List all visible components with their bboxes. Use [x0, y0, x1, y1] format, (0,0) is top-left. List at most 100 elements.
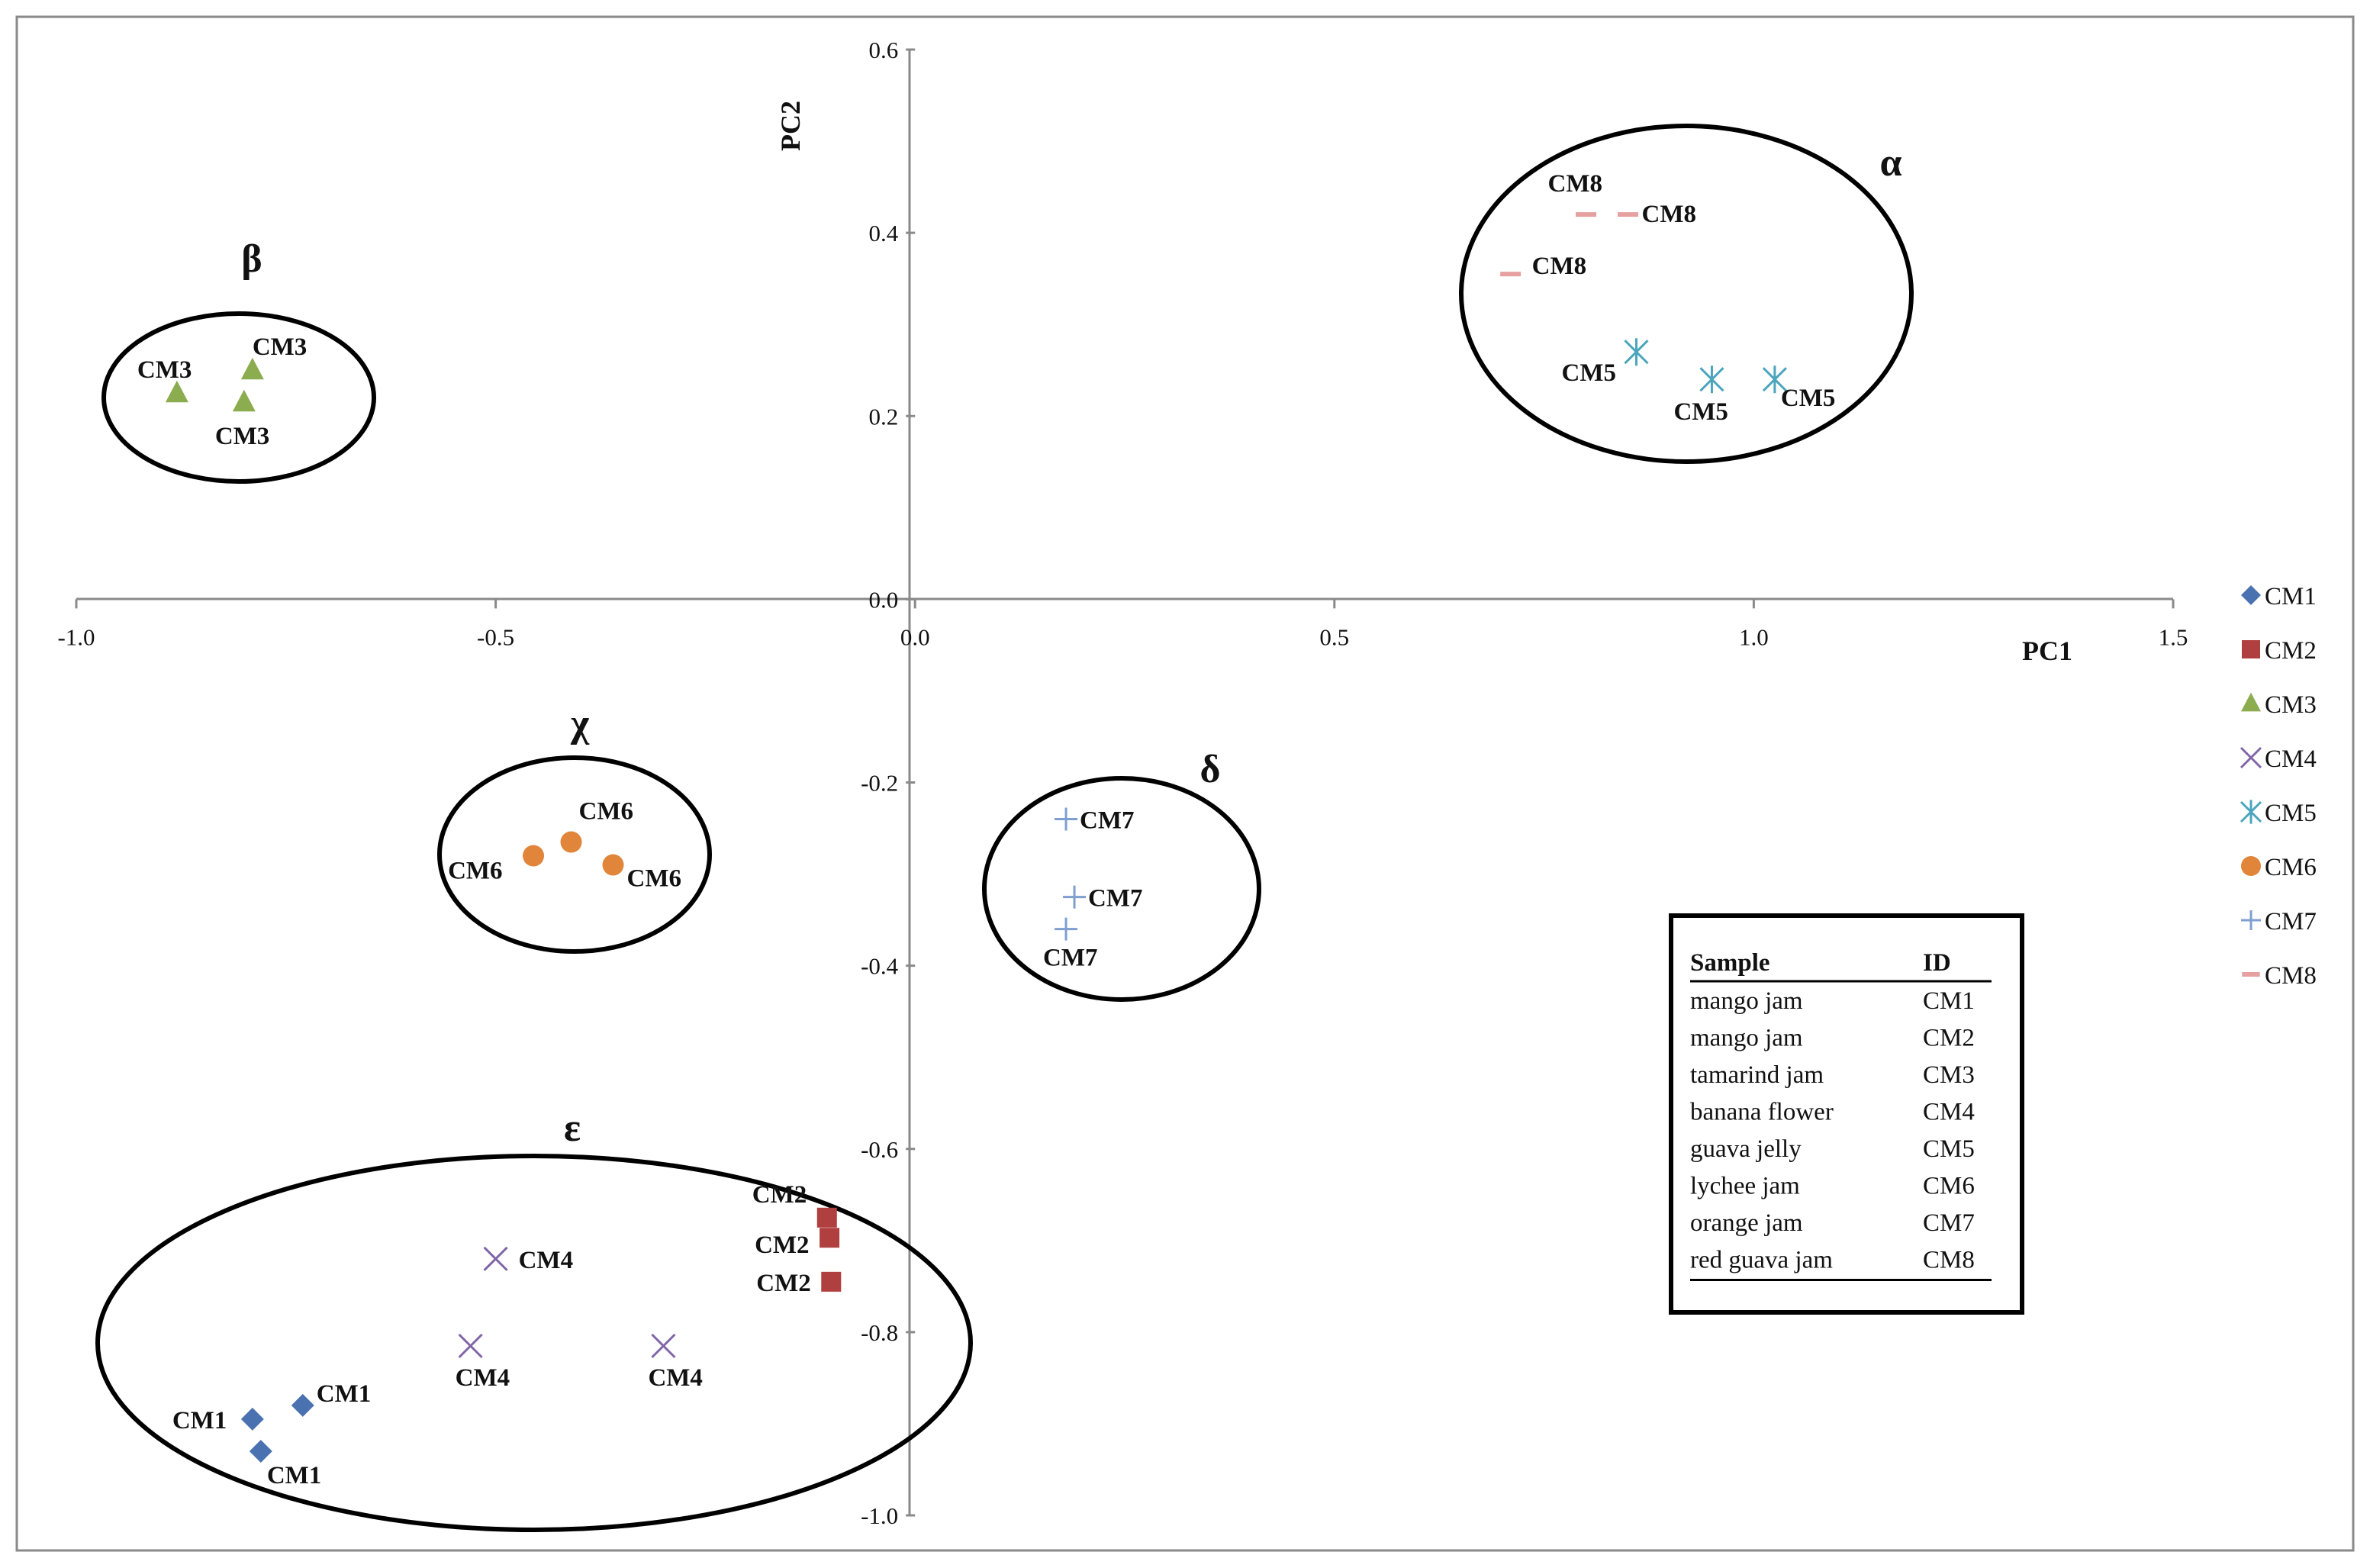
- table-cell-sample: banana flower: [1690, 1099, 1834, 1126]
- cm1-point-label: CM1: [317, 1380, 371, 1408]
- cm5-point-label: CM5: [1781, 385, 1835, 412]
- x-tick-label: 1.5: [2159, 623, 2188, 650]
- cm7-legend-marker: [2241, 910, 2261, 930]
- table-cell-id: CM1: [1923, 987, 1975, 1015]
- plot-frame: [15, 15, 2355, 1552]
- cm1-point: [240, 1407, 264, 1431]
- cm5-point-label: CM5: [1673, 398, 1728, 426]
- legend-label-cm4: CM4: [2265, 745, 2317, 773]
- cm1-point: [249, 1439, 272, 1463]
- cm6-point: [560, 831, 582, 853]
- cm6-point: [523, 845, 545, 867]
- cm5-point: [1762, 365, 1787, 394]
- table-cell-id: CM8: [1923, 1247, 1975, 1274]
- table-header: Sample: [1690, 949, 1770, 977]
- cm6-point-label: CM6: [448, 858, 502, 885]
- cm4-point-label: CM4: [648, 1364, 702, 1392]
- table-cell-sample: lychee jam: [1690, 1173, 1800, 1200]
- cm2-point: [821, 1271, 842, 1292]
- table-cell-id: CM5: [1923, 1135, 1975, 1163]
- cm8-point: [1618, 212, 1639, 217]
- table-cell-id: CM2: [1923, 1025, 1975, 1052]
- legend: CM1 CM2 CM3 CM4 CM5 CM6 CM7 CM8: [2240, 583, 2317, 990]
- cm8-legend-marker: [2242, 972, 2260, 977]
- cm5-point: [1624, 338, 1649, 366]
- cm1-point: [291, 1393, 314, 1417]
- cm5-point-label: CM5: [1562, 359, 1616, 387]
- legend-label-cm6: CM6: [2265, 854, 2317, 881]
- legend-label-cm3: CM3: [2265, 691, 2317, 719]
- legend-label-cm5: CM5: [2265, 800, 2317, 827]
- table-cell-id: CM3: [1923, 1061, 1975, 1089]
- cm6-point-label: CM6: [626, 865, 681, 893]
- cluster-alpha-ellipse: [1459, 124, 1914, 464]
- x-tick-label: -0.5: [477, 623, 514, 650]
- data-points: [165, 212, 1787, 1463]
- y-tick-label: 0.2: [868, 403, 898, 430]
- x-axis-ticks: -1.0 -0.5 0.0 0.5 1.0 1.5: [57, 599, 2188, 650]
- table-cell-sample: mango jam: [1690, 1025, 1803, 1052]
- table-cell-sample: orange jam: [1690, 1209, 1803, 1237]
- cm8-point-label: CM8: [1548, 170, 1602, 198]
- cm2-point: [816, 1207, 837, 1228]
- cm7-point: [1055, 807, 1078, 831]
- cm7-point: [1055, 917, 1078, 941]
- cm8-point-label: CM8: [1532, 253, 1586, 280]
- table-cell-sample: guava jelly: [1690, 1135, 1802, 1163]
- cm3-point-label: CM3: [253, 333, 307, 361]
- legend-label-cm1: CM1: [2265, 583, 2317, 610]
- cm7-point-label: CM7: [1088, 885, 1142, 913]
- cm7-point-label: CM7: [1043, 945, 1097, 972]
- y-axis-title: PC2: [775, 101, 806, 151]
- y-tick-label: 0.0: [868, 586, 898, 613]
- cluster-epsilon-ellipse: [95, 1154, 973, 1532]
- cm4-point: [651, 1333, 676, 1358]
- cluster-chi-ellipse: [437, 755, 712, 954]
- cluster-label-chi: χ: [570, 702, 590, 745]
- cm1-point-label: CM1: [172, 1407, 227, 1434]
- table-cell-sample: red guava jam: [1690, 1247, 1833, 1274]
- cm2-point-label: CM2: [755, 1232, 809, 1259]
- cm2-point-label: CM2: [752, 1181, 807, 1209]
- y-tick-label: -0.2: [861, 770, 898, 797]
- cm1-point-label: CM1: [267, 1462, 321, 1489]
- y-tick-label: 0.4: [868, 220, 898, 246]
- cm3-point-label: CM3: [137, 356, 192, 384]
- cm8-point: [1500, 272, 1522, 277]
- x-axis-title: PC1: [2022, 636, 2072, 666]
- y-tick-label: 0.6: [868, 37, 898, 63]
- cluster-label-beta: β: [241, 237, 262, 281]
- cm2-legend-marker: [2242, 640, 2260, 658]
- cluster-delta-ellipse: [982, 776, 1261, 1002]
- cm6-point-label: CM6: [579, 798, 633, 826]
- cm4-legend-marker: [2240, 746, 2262, 769]
- cm6-legend-marker: [2241, 856, 2261, 876]
- x-tick-label: 1.0: [1739, 623, 1769, 650]
- y-axis-ticks: -1.0 -0.8 -0.6 -0.4 -0.2 0.0 0.2 0.4 0.6: [861, 37, 916, 1529]
- y-tick-label: -1.0: [861, 1502, 898, 1529]
- cm3-legend-marker: [2241, 692, 2261, 712]
- cm2-point: [820, 1228, 840, 1248]
- table-cell-id: CM6: [1923, 1173, 1975, 1200]
- cm5-point: [1699, 365, 1724, 394]
- cm6-point: [602, 854, 624, 876]
- cm7-point: [1063, 885, 1087, 909]
- x-tick-label: 0.5: [1319, 623, 1349, 650]
- legend-label-cm2: CM2: [2265, 637, 2317, 665]
- table-header: ID: [1923, 949, 1951, 977]
- cm4-point-label: CM4: [519, 1247, 573, 1274]
- cm4-point: [483, 1246, 508, 1271]
- table-cell-sample: mango jam: [1690, 987, 1803, 1015]
- y-tick-label: -0.6: [861, 1136, 898, 1163]
- y-tick-label: -0.4: [861, 953, 899, 980]
- cluster-label-epsilon: ε: [564, 1106, 581, 1150]
- point-labels: CM1 CM1 CM1 CM2 CM2 CM2 CM3 CM3 CM3 CM4 CM4 CM4 CM5 C…: [137, 170, 1835, 1489]
- cm7-point-label: CM7: [1080, 807, 1134, 835]
- cm3-point: [165, 380, 188, 403]
- sample-id-table: Sample ID mango jam CM1 mango jam CM2 tamarind…: [1669, 913, 2024, 1315]
- cm5-legend-marker: [2240, 800, 2262, 824]
- cm3-point-label: CM3: [215, 423, 269, 450]
- cluster-beta-ellipse: [101, 311, 376, 484]
- table-cell-id: CM4: [1923, 1099, 1975, 1126]
